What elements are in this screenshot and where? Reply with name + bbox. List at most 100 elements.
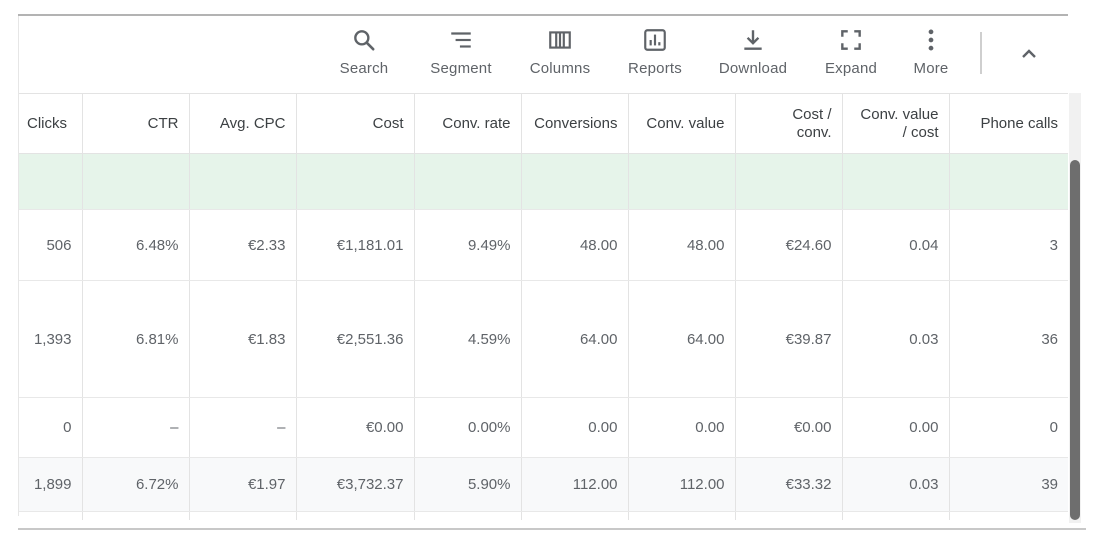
table-toolbar: Search Segment Columns Reports Download … bbox=[19, 16, 1068, 93]
table-cell: – bbox=[82, 397, 190, 458]
total-cell: 6.72% bbox=[82, 457, 190, 512]
table-cell: 0.00 bbox=[628, 397, 736, 458]
table-row: 506 6.48% €2.33 €1,181.01 9.49% 48.00 48… bbox=[19, 209, 1068, 281]
total-row: 1,899 6.72% €1.97 €3,732.37 5.90% 112.00… bbox=[19, 457, 1068, 512]
table-cell bbox=[414, 511, 522, 520]
header-phone-calls[interactable]: Phone calls bbox=[949, 93, 1068, 154]
vertical-scrollbar-thumb[interactable] bbox=[1070, 160, 1080, 520]
table-cell: 48.00 bbox=[628, 209, 736, 281]
segment-button[interactable]: Segment bbox=[423, 26, 499, 90]
table-cell: 64.00 bbox=[521, 280, 629, 398]
table-cell: 3 bbox=[949, 209, 1068, 281]
table-cell: 36 bbox=[949, 280, 1068, 398]
table-cell bbox=[628, 153, 736, 210]
download-label: Download bbox=[718, 60, 788, 77]
table-cell bbox=[521, 153, 629, 210]
table-cell: 4.59% bbox=[414, 280, 522, 398]
table-cell bbox=[735, 511, 843, 520]
table-cell: 506 bbox=[19, 209, 83, 281]
reports-icon bbox=[641, 26, 669, 54]
columns-label: Columns bbox=[529, 60, 591, 77]
table-cell bbox=[949, 153, 1068, 210]
table-cell: – bbox=[189, 397, 297, 458]
reports-button[interactable]: Reports bbox=[622, 26, 688, 90]
columns-icon bbox=[546, 26, 574, 54]
table-cell: 0.00 bbox=[842, 397, 950, 458]
table-cell: €2,551.36 bbox=[296, 280, 415, 398]
header-conversions[interactable]: Conversions bbox=[521, 93, 629, 154]
table-cell: 9.49% bbox=[414, 209, 522, 281]
top-divider bbox=[18, 14, 1068, 16]
total-cell: 1,899 bbox=[19, 457, 83, 512]
table-cell: €0.00 bbox=[735, 397, 843, 458]
total-cell: €33.32 bbox=[735, 457, 843, 512]
table-cell: 48.00 bbox=[521, 209, 629, 281]
expand-button[interactable]: Expand bbox=[820, 26, 882, 90]
expand-label: Expand bbox=[824, 60, 878, 77]
total-cell: €3,732.37 bbox=[296, 457, 415, 512]
header-avg-cpc[interactable]: Avg. CPC bbox=[189, 93, 297, 154]
collapse-toolbar-button[interactable] bbox=[1011, 38, 1047, 74]
expand-icon bbox=[837, 26, 865, 54]
total-cell: €1.97 bbox=[189, 457, 297, 512]
reports-label: Reports bbox=[628, 60, 682, 77]
table-cell: 0.00% bbox=[414, 397, 522, 458]
header-ctr[interactable]: CTR bbox=[82, 93, 190, 154]
columns-button[interactable]: Columns bbox=[524, 26, 596, 90]
segment-icon bbox=[447, 26, 475, 54]
table-cell bbox=[82, 153, 190, 210]
table-cell bbox=[19, 511, 83, 520]
header-conv-rate[interactable]: Conv. rate bbox=[414, 93, 522, 154]
table-cell: 0.03 bbox=[842, 280, 950, 398]
segment-label: Segment bbox=[430, 60, 492, 77]
table-cell: €1.83 bbox=[189, 280, 297, 398]
table-cell: €0.00 bbox=[296, 397, 415, 458]
search-button[interactable]: Search bbox=[336, 26, 392, 90]
total-cell: 112.00 bbox=[628, 457, 736, 512]
table-cell bbox=[414, 153, 522, 210]
download-icon bbox=[739, 26, 767, 54]
table-cell: 0 bbox=[19, 397, 83, 458]
table-cell bbox=[842, 511, 950, 520]
table-cell: 64.00 bbox=[628, 280, 736, 398]
table-cell: €39.87 bbox=[735, 280, 843, 398]
download-button[interactable]: Download bbox=[713, 26, 793, 90]
performance-table: Clicks CTR Avg. CPC Cost Conv. rate Conv… bbox=[19, 93, 1068, 520]
table-cell bbox=[19, 153, 83, 210]
table-cell: 0 bbox=[949, 397, 1068, 458]
chevron-up-icon bbox=[1017, 42, 1041, 71]
table-cell: €1,181.01 bbox=[296, 209, 415, 281]
table-cell: €24.60 bbox=[735, 209, 843, 281]
table-cell bbox=[628, 511, 736, 520]
header-cost[interactable]: Cost bbox=[296, 93, 415, 154]
more-vert-icon bbox=[917, 26, 945, 54]
table-cell: 0.04 bbox=[842, 209, 950, 281]
table-cell: 0.00 bbox=[521, 397, 629, 458]
more-button[interactable]: More bbox=[907, 26, 955, 90]
table-cell bbox=[842, 153, 950, 210]
partial-row bbox=[19, 511, 1068, 520]
table-cell bbox=[949, 512, 1068, 520]
table-cell bbox=[189, 153, 297, 210]
header-clicks[interactable]: Clicks bbox=[19, 93, 83, 154]
table-cell: €2.33 bbox=[189, 209, 297, 281]
table-cell: 1,393 bbox=[19, 280, 83, 398]
toolbar-separator bbox=[980, 32, 982, 74]
header-conv-value[interactable]: Conv. value bbox=[628, 93, 736, 154]
total-cell: 5.90% bbox=[414, 457, 522, 512]
header-cost-per-conv[interactable]: Cost / conv. bbox=[735, 93, 843, 154]
header-row: Clicks CTR Avg. CPC Cost Conv. rate Conv… bbox=[19, 93, 1068, 154]
table-cell: 6.81% bbox=[82, 280, 190, 398]
table-cell bbox=[296, 511, 415, 520]
table-cell bbox=[189, 511, 297, 520]
search-icon bbox=[350, 26, 378, 54]
table-cell bbox=[82, 511, 190, 520]
table-cell bbox=[735, 153, 843, 210]
bottom-divider bbox=[18, 528, 1086, 530]
table-row: 1,393 6.81% €1.83 €2,551.36 4.59% 64.00 … bbox=[19, 280, 1068, 398]
search-label: Search bbox=[339, 60, 389, 77]
table-row: 0 – – €0.00 0.00% 0.00 0.00 €0.00 0.00 0 bbox=[19, 397, 1068, 458]
total-cell: 112.00 bbox=[521, 457, 629, 512]
header-conv-value-per-cost[interactable]: Conv. value / cost bbox=[842, 93, 950, 154]
table-cell bbox=[521, 511, 629, 520]
